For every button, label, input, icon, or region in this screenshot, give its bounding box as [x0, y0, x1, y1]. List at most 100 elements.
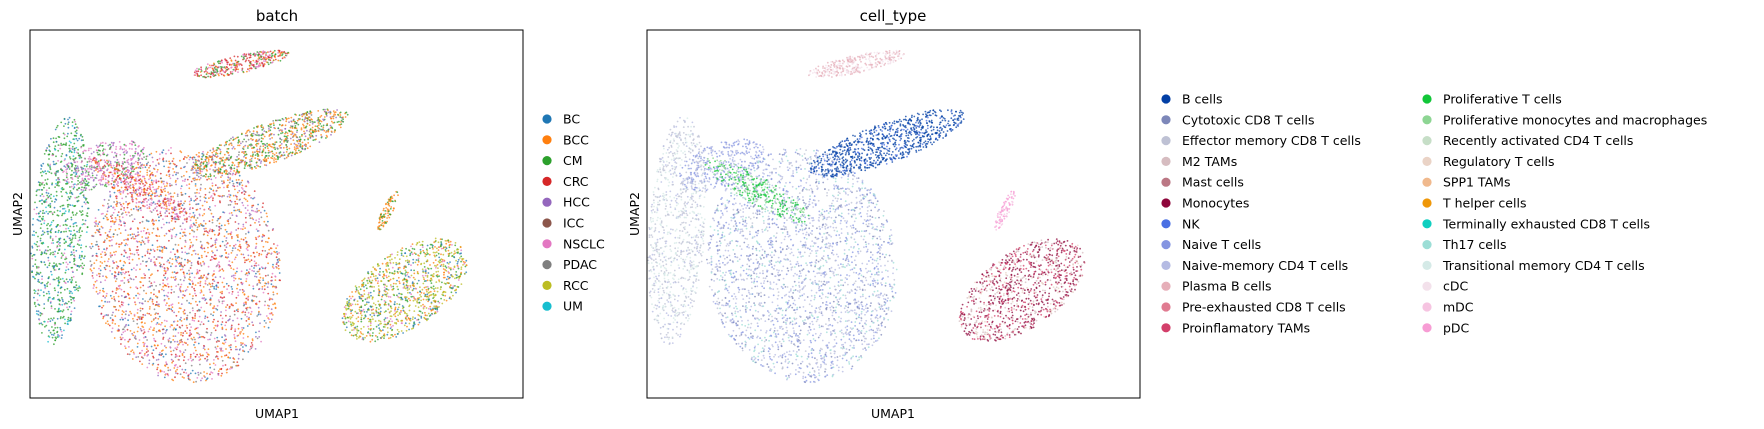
batch-cell-point — [109, 228, 112, 231]
batch-cell-point — [218, 217, 221, 220]
batch-cell-point — [165, 185, 168, 187]
batch-cell-point — [103, 171, 106, 174]
batch-cell-point — [304, 132, 306, 135]
batch-cell-point — [260, 253, 263, 256]
batch-cell-point — [242, 350, 245, 352]
batch-cell-point — [65, 261, 68, 264]
batch-cell-point — [195, 171, 198, 174]
batch-cell-point — [48, 329, 50, 332]
batch-cell-point — [232, 136, 234, 139]
batch-cell-point — [117, 182, 120, 184]
batch-cell-point — [325, 113, 328, 116]
batch-cell-point — [255, 219, 258, 222]
batch-cell-point — [105, 154, 108, 157]
batch-cell-point — [151, 284, 154, 287]
batch-cell-point — [78, 236, 81, 239]
batch-cell-point — [106, 210, 109, 213]
batch-cell-point — [166, 283, 169, 285]
batch-cell-point — [135, 286, 138, 288]
batch-cell-point — [108, 245, 111, 247]
batch-cell-point — [57, 159, 59, 162]
batch-cell-point — [170, 285, 173, 288]
batch-cell-point — [227, 319, 230, 322]
batch-cell-point — [131, 349, 134, 351]
batch-cell-point — [87, 184, 90, 187]
batch-cell-point — [207, 246, 209, 249]
batch-cell-point — [64, 210, 67, 213]
batch-cell-point — [126, 181, 129, 184]
batch-cell-point — [199, 262, 202, 264]
batch-cell-point — [232, 247, 234, 250]
batch-cell-point — [194, 224, 197, 227]
batch-cell-point — [166, 210, 168, 213]
batch-cell-point — [35, 190, 38, 193]
batch-cell-point — [179, 286, 182, 289]
batch-cell-point — [55, 235, 57, 238]
batch-cell-point — [77, 239, 80, 242]
batch-cell-point — [114, 253, 116, 256]
batch-cell-point — [48, 187, 51, 190]
batch-cell-point — [253, 255, 256, 258]
batch-cell-point — [144, 322, 146, 324]
batch-cell-point — [247, 271, 250, 274]
batch-cell-point — [71, 212, 74, 214]
batch-cell-point — [257, 313, 260, 316]
batch-cell-point — [52, 137, 55, 140]
batch-cell-point — [278, 123, 281, 126]
batch-cell-point — [214, 161, 217, 163]
batch-cell-point — [77, 289, 80, 292]
batch-cell-point — [233, 310, 236, 313]
batch-cell-point — [74, 214, 77, 216]
batch-cell-point — [38, 245, 40, 248]
batch-cell-point — [227, 158, 230, 161]
batch-cell-point — [174, 328, 177, 331]
batch-cell-point — [212, 192, 215, 195]
batch-cell-point — [213, 287, 216, 290]
batch-cell-point — [75, 212, 78, 215]
batch-cell-point — [246, 325, 249, 327]
batch-cell-point — [98, 291, 101, 294]
batch-cell-point — [235, 181, 238, 184]
batch-cell-point — [58, 249, 61, 251]
batch-cell-point — [315, 138, 317, 141]
batch-cell-point — [246, 315, 248, 318]
batch-cell-point — [54, 186, 56, 189]
batch-cell-point — [142, 194, 145, 197]
batch-cell-point — [219, 291, 222, 294]
batch-cell-point — [239, 332, 242, 335]
batch-cell-point — [267, 229, 270, 232]
batch-cell-point — [91, 272, 94, 274]
batch-cell-point — [173, 271, 176, 273]
batch-cell-point — [46, 285, 49, 288]
batch-cell-point — [159, 177, 162, 180]
batch-cell-point — [117, 271, 120, 274]
batch-cell-point — [147, 286, 150, 289]
batch-cell-point — [39, 312, 42, 314]
batch-cell-point — [212, 216, 215, 218]
batch-cell-point — [199, 263, 202, 266]
batch-cell-point — [180, 263, 182, 265]
batch-cell-point — [175, 179, 177, 182]
batch-cell-point — [41, 174, 43, 177]
batch-cell-point — [44, 179, 47, 181]
batch-cell-point — [130, 178, 133, 181]
batch-cell-point — [273, 159, 275, 161]
batch-cell-point — [81, 273, 84, 276]
batch-cell-point — [127, 234, 130, 237]
batch-cell-point — [297, 142, 300, 145]
batch-cell-point — [265, 155, 268, 157]
batch-cell-point — [282, 118, 285, 121]
batch-cell-point — [217, 357, 219, 360]
batch-cell-point — [148, 252, 151, 255]
batch-cell-point — [184, 251, 187, 254]
batch-cell-point — [195, 300, 197, 303]
batch-cell-point — [219, 152, 222, 155]
batch-cell-point — [183, 234, 186, 237]
batch-cell-point — [290, 116, 293, 119]
batch-cell-point — [61, 169, 64, 172]
batch-cell-point — [231, 293, 234, 295]
batch-cell-point — [98, 305, 100, 308]
batch-cell-point — [162, 158, 164, 161]
batch-cell-point — [294, 113, 296, 116]
batch-cell-point — [97, 293, 99, 295]
